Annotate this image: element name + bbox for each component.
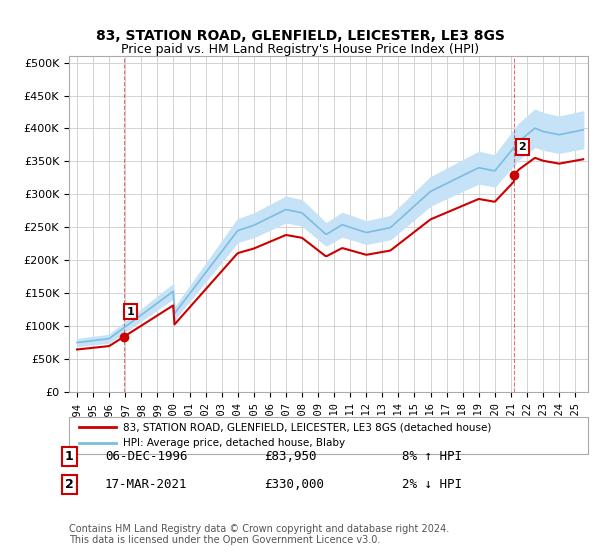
Text: Price paid vs. HM Land Registry's House Price Index (HPI): Price paid vs. HM Land Registry's House … — [121, 43, 479, 56]
Text: 1: 1 — [65, 450, 73, 463]
Text: 2: 2 — [518, 142, 526, 152]
Text: 2: 2 — [65, 478, 73, 491]
Text: 06-DEC-1996: 06-DEC-1996 — [105, 450, 187, 463]
FancyBboxPatch shape — [69, 417, 588, 454]
Text: £330,000: £330,000 — [264, 478, 324, 491]
Text: 8% ↑ HPI: 8% ↑ HPI — [402, 450, 462, 463]
Text: 83, STATION ROAD, GLENFIELD, LEICESTER, LE3 8GS: 83, STATION ROAD, GLENFIELD, LEICESTER, … — [95, 29, 505, 44]
Text: 2% ↓ HPI: 2% ↓ HPI — [402, 478, 462, 491]
Text: 17-MAR-2021: 17-MAR-2021 — [105, 478, 187, 491]
Text: 83, STATION ROAD, GLENFIELD, LEICESTER, LE3 8GS (detached house): 83, STATION ROAD, GLENFIELD, LEICESTER, … — [124, 422, 492, 432]
Text: HPI: Average price, detached house, Blaby: HPI: Average price, detached house, Blab… — [124, 438, 346, 449]
Text: Contains HM Land Registry data © Crown copyright and database right 2024.
This d: Contains HM Land Registry data © Crown c… — [69, 524, 449, 545]
Text: 1: 1 — [127, 307, 134, 316]
Text: £83,950: £83,950 — [264, 450, 317, 463]
